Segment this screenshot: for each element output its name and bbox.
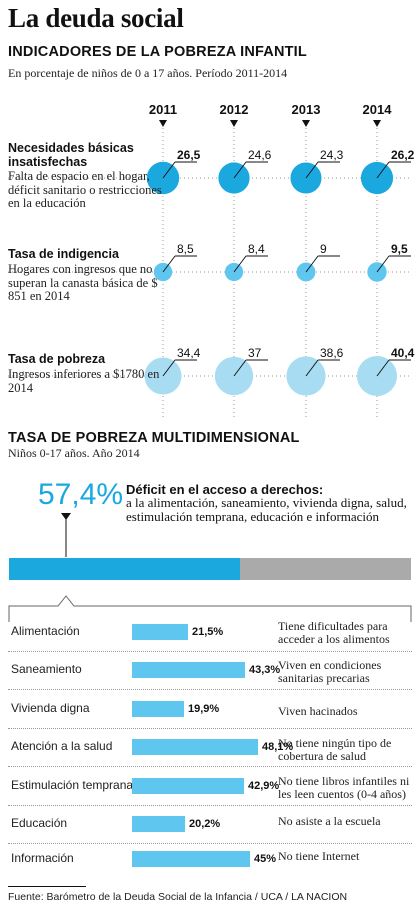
source-note: Fuente: Barómetro de la Deuda Social de … bbox=[8, 891, 348, 903]
row-value: 48,1% bbox=[262, 741, 294, 753]
main-title: La deuda social bbox=[8, 3, 184, 33]
indicator-desc-indigencia: Hogares con ingresos que no superan la c… bbox=[8, 262, 158, 303]
row-note: No tiene Internet bbox=[278, 849, 360, 863]
total-bar-graphic bbox=[8, 513, 412, 622]
section-2-title: TASA DE POBREZA MULTIDIMENSIONAL bbox=[8, 430, 300, 446]
row-value: 45% bbox=[254, 853, 277, 865]
row-value: 21,5% bbox=[192, 626, 224, 638]
leader-line bbox=[162, 161, 176, 179]
bubble-value-label: 26,2 bbox=[391, 148, 415, 162]
row-separator bbox=[8, 843, 412, 844]
row-bar bbox=[132, 701, 184, 717]
row-bar bbox=[132, 739, 258, 755]
source-rule bbox=[8, 886, 86, 887]
leader-line bbox=[305, 161, 319, 179]
indicator-desc-pobreza: Ingresos inferiores a $1780 en 2014 bbox=[8, 367, 160, 395]
year-label: 2011 bbox=[149, 102, 177, 117]
row-label: Saneamiento bbox=[11, 662, 82, 676]
bubble-value-label: 8,4 bbox=[248, 242, 265, 256]
bubble-value-label: 37 bbox=[248, 346, 262, 360]
indicator-title-indigencia: Tasa de indigencia bbox=[8, 247, 119, 261]
row-bar bbox=[132, 816, 185, 832]
row-label: Información bbox=[11, 851, 74, 865]
row-label: Estimulación temprana bbox=[11, 778, 134, 792]
total-bar-filled bbox=[9, 558, 240, 580]
leader-line bbox=[305, 255, 319, 273]
row-label: Atención a la salud bbox=[11, 739, 113, 753]
leader-line bbox=[162, 359, 176, 377]
bubble-value-label: 24,3 bbox=[320, 148, 344, 162]
row-bar bbox=[132, 624, 188, 640]
row-separator bbox=[8, 728, 412, 729]
detail-bracket bbox=[8, 595, 412, 622]
section-1-subtitle: En porcentaje de niños de 0 a 17 años. P… bbox=[8, 66, 288, 80]
row-note: No tiene libros infantiles ni les leen c… bbox=[278, 774, 410, 801]
year-arrow bbox=[373, 120, 381, 127]
bubble-value-label: 38,6 bbox=[320, 346, 344, 360]
leader-line bbox=[162, 255, 176, 273]
leader-line bbox=[376, 161, 390, 179]
leader-line bbox=[233, 359, 247, 377]
row-value: 19,9% bbox=[188, 703, 220, 715]
section-2-subtitle: Niños 0-17 años. Año 2014 bbox=[8, 446, 140, 460]
bubble-value-label: 40,4 bbox=[391, 346, 415, 360]
year-label: 2013 bbox=[292, 102, 321, 117]
row-note: Viven hacinados bbox=[278, 704, 358, 718]
row-bar bbox=[132, 778, 244, 794]
row-note: No asiste a la escuela bbox=[278, 814, 381, 828]
indicator-title-pobreza: Tasa de pobreza bbox=[8, 352, 106, 366]
headline-percentage: 57,4% bbox=[38, 478, 124, 511]
row-label: Educación bbox=[11, 816, 68, 830]
row-value: 20,2% bbox=[189, 818, 221, 830]
bubble-value-label: 26,5 bbox=[177, 148, 201, 162]
year-arrow bbox=[230, 120, 238, 127]
indicator-desc-nbi: Falta de espacio en el hogar, déficit sa… bbox=[8, 169, 162, 210]
row-separator bbox=[8, 651, 412, 652]
row-note: No tiene ningún tipo de cobertura de sal… bbox=[278, 736, 392, 763]
row-note: Tiene dificultades para acceder a los al… bbox=[278, 619, 390, 646]
row-separator bbox=[8, 766, 412, 767]
year-label: 2014 bbox=[363, 102, 393, 117]
year-arrow bbox=[302, 120, 310, 127]
row-label: Vivienda digna bbox=[11, 701, 90, 715]
bubble-chart: 2011 2012 2013 2014 26,5 24,6 24,3 26,2 8,5 8,4 9 9… bbox=[8, 102, 415, 420]
year-label: 2012 bbox=[220, 102, 249, 117]
total-bar-remainder bbox=[240, 558, 411, 580]
bubble-value-label: 24,6 bbox=[248, 148, 272, 162]
leader-line bbox=[305, 359, 319, 377]
row-value: 43,3% bbox=[249, 664, 281, 676]
leader-line bbox=[376, 255, 390, 273]
leader-line bbox=[233, 161, 247, 179]
bubble-value-label: 8,5 bbox=[177, 242, 194, 256]
bubble-value-label: 34,4 bbox=[177, 346, 201, 360]
row-label: Alimentación bbox=[11, 624, 80, 638]
section-1-title: INDICADORES DE LA POBREZA INFANTIL bbox=[8, 44, 307, 60]
row-bar bbox=[132, 851, 250, 867]
row-bar bbox=[132, 662, 245, 678]
row-separator bbox=[8, 805, 412, 806]
headline-description: a la alimentación, saneamiento, vivienda… bbox=[126, 495, 407, 524]
pointer-triangle bbox=[61, 513, 71, 520]
row-separator bbox=[8, 689, 412, 690]
bubble-value-label: 9,5 bbox=[391, 242, 408, 256]
year-arrow bbox=[159, 120, 167, 127]
row-note: Viven en condiciones sanitarias precaria… bbox=[278, 658, 382, 685]
row-value: 42,9% bbox=[248, 780, 280, 792]
leader-line bbox=[376, 359, 390, 377]
headline-title: Déficit en el acceso a derechos: bbox=[126, 482, 324, 497]
bubble-value-label: 9 bbox=[320, 242, 327, 256]
leader-line bbox=[233, 255, 247, 273]
indicator-title-nbi: Necesidades básicas insatisfechas bbox=[8, 141, 134, 169]
